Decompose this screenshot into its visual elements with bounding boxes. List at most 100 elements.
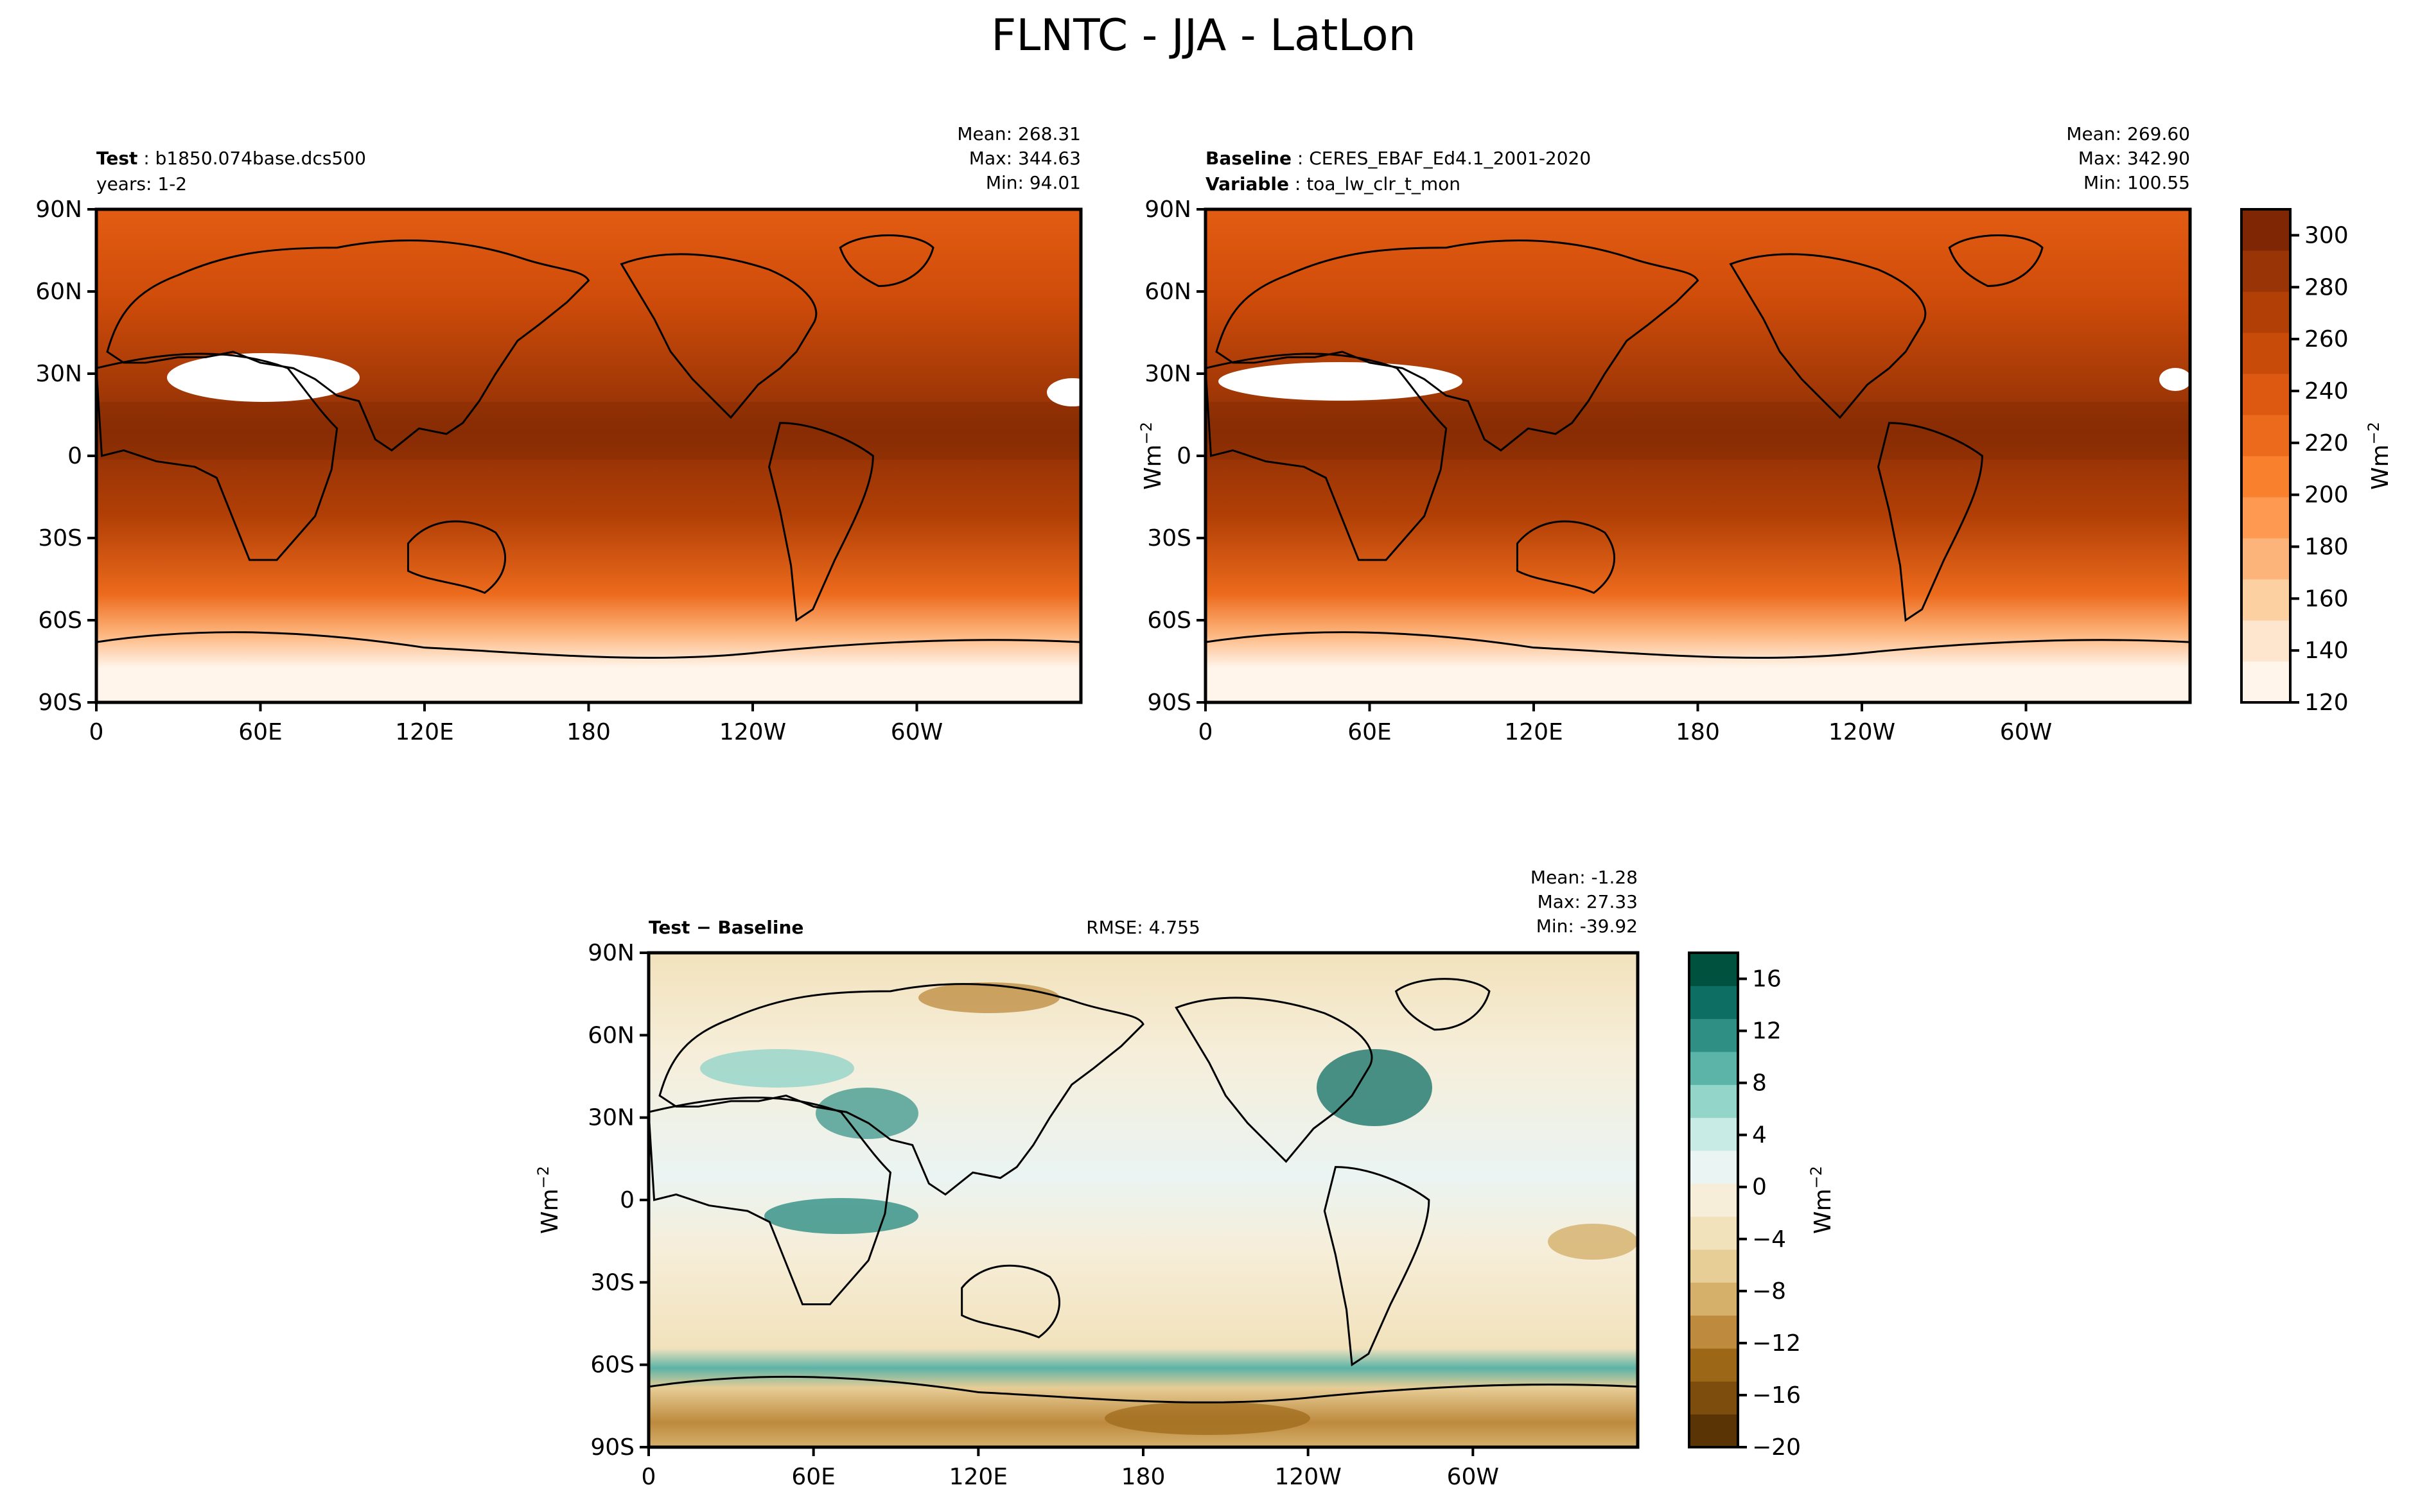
colorbar-tick-label: 0 xyxy=(1752,1174,1767,1201)
anomaly-positive xyxy=(764,1198,918,1234)
lat-tick-label: 0 xyxy=(620,1187,635,1213)
lon-tick-label: 0 xyxy=(1198,719,1213,745)
panel-line2-bold: Variable xyxy=(1206,173,1289,195)
lon-axis: 0 60E 120E 180 120W 60W xyxy=(89,702,943,745)
colorbar-tick-label: 200 xyxy=(2304,482,2349,508)
lat-tick-label: 30N xyxy=(1144,361,1191,387)
colorbar-block xyxy=(1689,1084,1738,1118)
colorbar-tick-label: −12 xyxy=(1752,1330,1801,1357)
stat-mean: Mean: -1.28 xyxy=(1530,867,1638,888)
colorbar-tick-label: −4 xyxy=(1752,1226,1786,1253)
lon-tick-label: 0 xyxy=(642,1464,656,1490)
anomaly-positive xyxy=(1317,1049,1432,1126)
stat-min: Min: 100.55 xyxy=(2083,172,2190,193)
lat-tick-label: 90N xyxy=(1144,196,1191,223)
lon-tick-label: 60E xyxy=(1347,719,1392,745)
colorbar-tick-label: 16 xyxy=(1752,966,1782,993)
colorbar-block xyxy=(2241,374,2290,415)
lat-axis: 90N 60N 30N 0 30S 60S 90S xyxy=(588,940,649,1461)
map-field-test xyxy=(96,209,1081,702)
colorbar-tick-label: 260 xyxy=(2304,326,2349,352)
lon-tick-label: 120W xyxy=(1275,1464,1342,1490)
lon-tick-label: 60W xyxy=(2000,719,2052,745)
lat-tick-label: 0 xyxy=(67,443,82,469)
colorbar-main-units: Wm−2 xyxy=(2365,422,2394,490)
lat-tick-label: 60S xyxy=(1147,607,1191,634)
colorbar-tick-label: 220 xyxy=(2304,430,2349,456)
panel-label-bold: Test xyxy=(96,148,137,169)
colorbar-block xyxy=(1689,1414,1738,1448)
colorbar-block xyxy=(1689,1216,1738,1250)
svg-text:Test : b1850.074base.dcs500: Test : b1850.074base.dcs500 xyxy=(96,148,366,169)
colorbar-block xyxy=(1689,1282,1738,1316)
colorbar-tick-label: 8 xyxy=(1752,1070,1767,1097)
colorbar-tick-label: −20 xyxy=(1752,1434,1801,1461)
colorbar-tick-label: 240 xyxy=(2304,378,2349,404)
colorbar-block xyxy=(2241,538,2290,580)
colorbar-tick-label: 180 xyxy=(2304,534,2349,560)
anomaly-positive xyxy=(816,1088,918,1139)
lat-axis: 90N 60N 30N 0 30S 60S 90S xyxy=(1144,196,1206,716)
colorbar-block xyxy=(2241,661,2290,703)
colorbar-block xyxy=(1689,1183,1738,1217)
panel-line2: years: 1-2 xyxy=(96,173,187,195)
lat-tick-label: 90S xyxy=(1147,690,1191,716)
lat-tick-label: 90S xyxy=(590,1434,635,1461)
lon-tick-label: 120E xyxy=(395,719,453,745)
rmse-label: RMSE: 4.755 xyxy=(1086,917,1200,938)
lon-tick-label: 120E xyxy=(949,1464,1008,1490)
anomaly-negative xyxy=(1105,1402,1310,1435)
stat-mean: Mean: 268.31 xyxy=(957,123,1081,144)
colorbar-block xyxy=(2241,250,2290,292)
panel-test: Test : b1850.074base.dcs500 years: 1-2 M… xyxy=(35,123,1098,745)
missing-data-patch xyxy=(1047,378,1098,406)
colorbar-block xyxy=(2241,291,2290,333)
lat-axis: 90N 60N 30N 0 30S 60S 90S xyxy=(35,196,96,716)
colorbar-tick-label: 120 xyxy=(2304,690,2349,716)
lat-tick-label: 30N xyxy=(35,361,82,387)
lat-tick-label: 30S xyxy=(590,1269,635,1296)
colorbar-block xyxy=(1689,1018,1738,1052)
lon-tick-label: 180 xyxy=(566,719,611,745)
colorbar-diff: 16 12 8 4 0 −4 −8 −12 −16 −20 Wm−2 xyxy=(1688,952,1836,1461)
lon-tick-label: 60E xyxy=(791,1464,836,1490)
missing-data-patch xyxy=(1218,362,1462,401)
colorbar-block xyxy=(2241,497,2290,539)
lon-tick-label: 60W xyxy=(891,719,943,745)
panel-line2-text: toa_lw_clr_t_mon xyxy=(1306,173,1460,195)
colorbar-block xyxy=(2241,456,2290,498)
stat-min: Min: -39.92 xyxy=(1536,916,1638,937)
lat-tick-label: 60S xyxy=(38,607,82,634)
colorbar-block xyxy=(2241,333,2290,374)
anomaly-negative xyxy=(1548,1224,1638,1260)
lat-tick-label: 90N xyxy=(588,940,635,966)
panel-diff: Test − Baseline RMSE: 4.755 Mean: -1.28 … xyxy=(534,867,1640,1490)
tropical-band xyxy=(1206,402,2190,460)
colorbar-block xyxy=(1689,1117,1738,1151)
colorbar-tick-label: −8 xyxy=(1752,1278,1786,1305)
colorbar-tick-label: 140 xyxy=(2304,638,2349,664)
lat-tick-label: 60S xyxy=(590,1352,635,1378)
tropical-band xyxy=(96,402,1081,460)
lon-tick-label: 120W xyxy=(1828,719,1895,745)
lon-tick-label: 180 xyxy=(1121,1464,1166,1490)
colorbar-block xyxy=(1689,1348,1738,1382)
panel-baseline: Baseline : CERES_EBAF_Ed4.1_2001-2020 Va… xyxy=(1137,123,2192,745)
lon-tick-label: 60W xyxy=(1447,1464,1499,1490)
stat-max: Max: 342.90 xyxy=(2078,148,2190,169)
colorbar-tick-label: 300 xyxy=(2304,222,2349,248)
colorbar-block xyxy=(1689,1381,1738,1415)
colorbar-block xyxy=(1689,1052,1738,1085)
missing-data-patch xyxy=(167,353,360,402)
lat-tick-label: 60N xyxy=(1144,279,1191,305)
colorbar-block xyxy=(1689,953,1738,986)
panel-label-bold: Test − Baseline xyxy=(649,917,803,938)
lon-tick-label: 120E xyxy=(1504,719,1563,745)
colorbar-block xyxy=(1689,1315,1738,1349)
lon-axis: 0 60E 120E 180 120W 60W xyxy=(1198,702,2052,745)
stat-min: Min: 94.01 xyxy=(986,172,1081,193)
colorbar-tick-label: 12 xyxy=(1752,1018,1782,1045)
lat-tick-label: 30S xyxy=(38,525,82,552)
colorbar-tick-label: 160 xyxy=(2304,586,2349,612)
map-field-diff xyxy=(649,953,1638,1447)
